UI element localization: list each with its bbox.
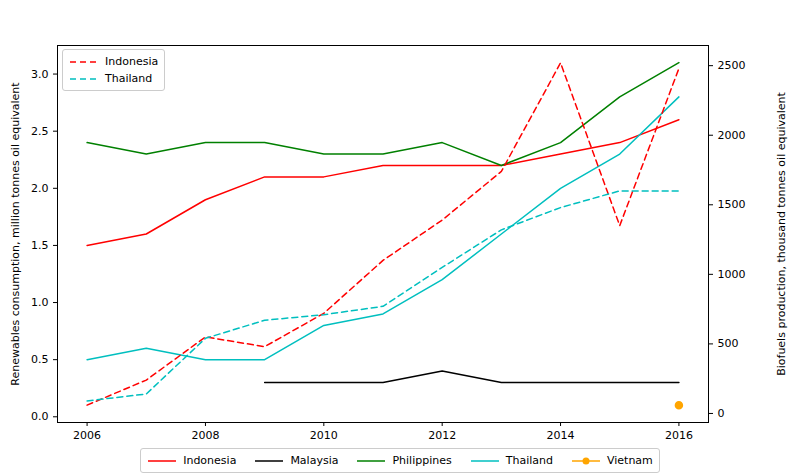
svg-text:1500: 1500 [718, 198, 746, 211]
svg-text:Renewables consumption, millio: Renewables consumption, million tonnes o… [9, 82, 22, 386]
svg-text:1.0: 1.0 [31, 296, 49, 309]
svg-text:Biofuels production, thousand: Biofuels production, thousand tonnes oil… [775, 91, 788, 375]
svg-text:500: 500 [718, 337, 739, 350]
html-text:Vietnam: Vietnam [607, 454, 653, 467]
svg-text:2.0: 2.0 [31, 182, 49, 195]
html-text:Thailand: Thailand [105, 72, 153, 85]
svg-text:0.0: 0.0 [31, 410, 49, 423]
svg-text:2016: 2016 [665, 429, 693, 442]
svg-text:2000: 2000 [718, 129, 746, 142]
svg-text:2012: 2012 [428, 429, 456, 442]
svg-text:0.5: 0.5 [31, 353, 49, 366]
html-text:Indonesia: Indonesia [183, 454, 237, 467]
svg-text:2.5: 2.5 [31, 125, 49, 138]
svg-text:2008: 2008 [191, 429, 219, 442]
html-text:Malaysia: Malaysia [290, 454, 339, 467]
svg-text:1000: 1000 [718, 268, 746, 281]
svg-text:0: 0 [718, 407, 725, 420]
html-text:Indonesia: Indonesia [105, 55, 159, 68]
svg-text:2014: 2014 [547, 429, 575, 442]
html-text:Philippines: Philippines [392, 454, 452, 467]
svg-text:2006: 2006 [73, 429, 101, 442]
svg-text:1.5: 1.5 [31, 239, 49, 252]
svg-text:2010: 2010 [310, 429, 338, 442]
svg-text:2500: 2500 [718, 59, 746, 72]
svg-text:3.0: 3.0 [31, 68, 49, 81]
html-text:Thailand: Thailand [505, 454, 553, 467]
